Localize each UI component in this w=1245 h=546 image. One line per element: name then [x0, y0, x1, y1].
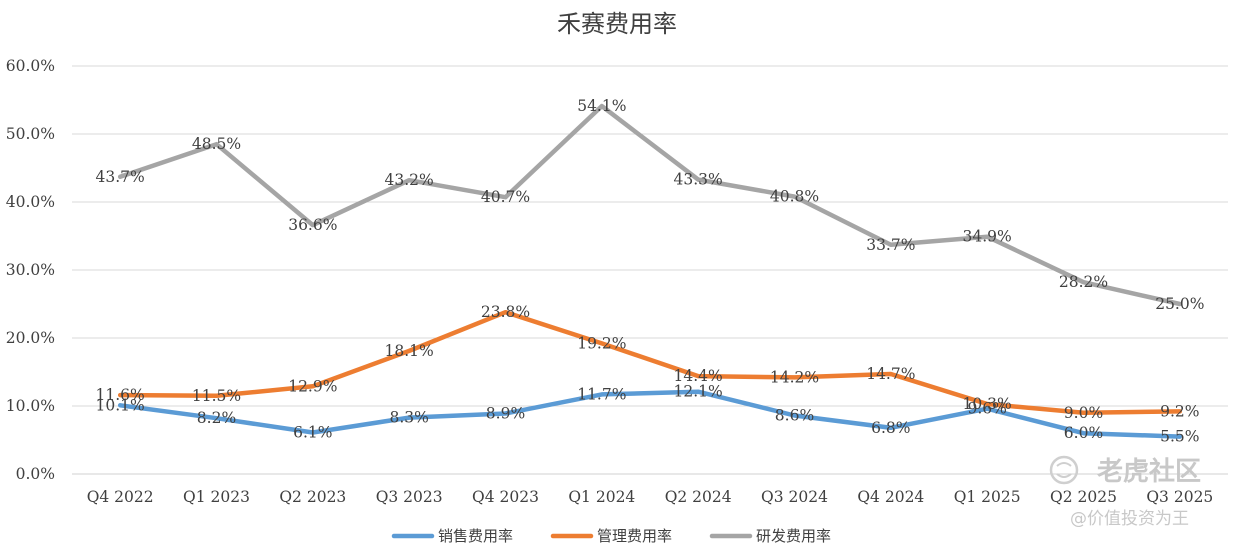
grid-lines	[72, 65, 1228, 475]
data-label: 14.4%	[674, 367, 723, 385]
x-tick-label: Q3 2025	[1146, 488, 1213, 506]
data-label: 14.2%	[770, 368, 819, 386]
watermark: 老虎社区 @价值投资为王	[1049, 455, 1201, 529]
watermark-author: @价值投资为王	[1070, 509, 1189, 529]
data-label: 6.1%	[293, 424, 332, 442]
x-axis-ticks: Q4 2022 Q1 2023 Q2 2023 Q3 2023 Q4 2023 Q1 20…	[87, 488, 1214, 506]
x-tick-label: Q3 2024	[761, 488, 828, 506]
data-label: 40.7%	[481, 188, 530, 206]
data-label: 54.1%	[577, 97, 626, 115]
data-label: 8.3%	[389, 409, 428, 427]
data-labels: 10.1% 8.2% 6.1% 8.3% 8.9% 11.7% 12.1% 8.6% 6.8% 9…	[96, 97, 1205, 445]
series-lines	[117, 103, 1183, 439]
data-label: 25.0%	[1155, 295, 1204, 313]
x-tick-label: Q4 2024	[857, 488, 924, 506]
data-label: 11.5%	[192, 387, 241, 405]
data-label: 18.1%	[385, 342, 434, 360]
data-label: 43.3%	[674, 171, 723, 189]
legend-label: 研发费用率	[756, 527, 831, 545]
data-label: 6.8%	[871, 419, 910, 437]
data-label: 9.2%	[1160, 402, 1199, 420]
data-label: 12.1%	[674, 383, 723, 401]
data-label: 9.0%	[1064, 404, 1103, 422]
data-label: 33.7%	[866, 236, 915, 254]
x-tick-label: Q1 2024	[568, 488, 635, 506]
data-label: 28.2%	[1059, 273, 1108, 291]
data-label: 10.3%	[963, 395, 1012, 413]
data-label: 5.5%	[1160, 428, 1199, 446]
data-label: 8.2%	[197, 409, 236, 427]
series-line-0	[117, 389, 1183, 439]
data-label: 40.8%	[770, 188, 819, 206]
y-tick-label: 40.0%	[6, 193, 55, 211]
x-tick-label: Q4 2023	[472, 488, 539, 506]
chart-title: 禾赛费用率	[557, 10, 677, 38]
data-label: 36.6%	[288, 216, 337, 234]
x-tick-label: Q2 2024	[665, 488, 732, 506]
x-tick-label: Q1 2023	[183, 488, 250, 506]
series-line-1	[117, 309, 1183, 416]
data-label: 11.6%	[96, 386, 145, 404]
legend-label: 管理费用率	[597, 527, 672, 545]
series-line-2	[117, 103, 1183, 307]
data-label: 11.7%	[577, 385, 626, 403]
x-tick-label: Q2 2025	[1050, 488, 1117, 506]
data-label: 8.9%	[486, 404, 525, 422]
legend-label: 销售费用率	[438, 527, 513, 545]
data-label: 19.2%	[577, 334, 626, 352]
watermark-brand: 老虎社区	[1097, 456, 1201, 487]
x-tick-label: Q3 2023	[376, 488, 443, 506]
data-label: 34.9%	[963, 228, 1012, 246]
x-tick-label: Q1 2025	[954, 488, 1021, 506]
data-label: 9.6%	[967, 400, 1006, 418]
data-label: 43.2%	[385, 171, 434, 189]
data-label: 6.0%	[1064, 424, 1103, 442]
y-tick-label: 60.0%	[6, 57, 55, 75]
data-label: 43.7%	[96, 168, 145, 186]
x-tick-label: Q4 2022	[87, 488, 154, 506]
tiger-logo-icon	[1049, 455, 1079, 485]
legend: 销售费用率 管理费用率 研发费用率	[391, 527, 831, 545]
data-label: 8.6%	[775, 407, 814, 425]
data-label: 48.5%	[192, 135, 241, 153]
data-label: 12.9%	[288, 377, 337, 395]
y-tick-label: 0.0%	[16, 465, 55, 483]
y-tick-label: 20.0%	[6, 329, 55, 347]
y-tick-label: 10.0%	[6, 397, 55, 415]
data-label: 23.8%	[481, 303, 530, 321]
data-label: 10.1%	[96, 396, 145, 414]
y-axis-ticks: 0.0% 10.0% 20.0% 30.0% 40.0% 50.0% 60.0%	[6, 57, 55, 483]
y-tick-label: 30.0%	[6, 261, 55, 279]
x-tick-label: Q2 2023	[279, 488, 346, 506]
y-tick-label: 50.0%	[6, 125, 55, 143]
data-label: 14.7%	[866, 365, 915, 383]
